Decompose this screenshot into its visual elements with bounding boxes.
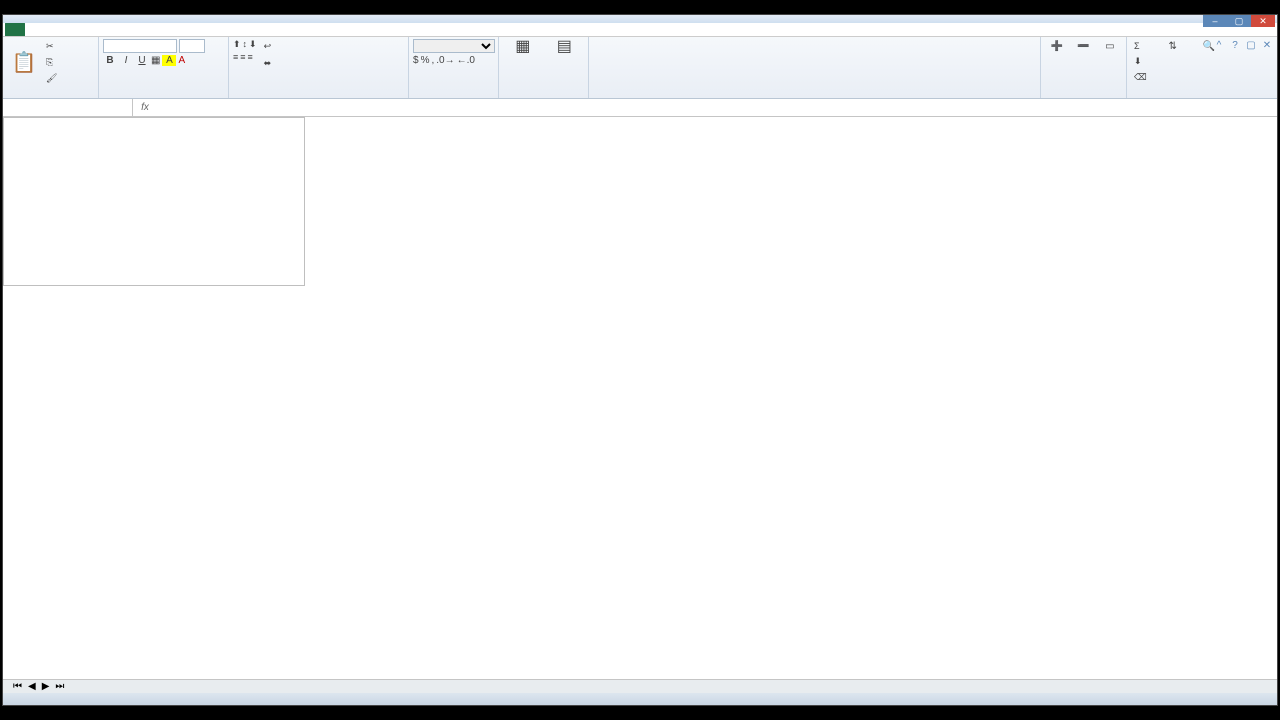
restore-icon[interactable]: ▢ [1245, 39, 1257, 51]
underline-button[interactable]: U [135, 55, 149, 66]
font-name-select[interactable] [103, 39, 177, 53]
name-box[interactable] [3, 99, 133, 116]
sheet-nav-prev[interactable]: ◀ [28, 681, 36, 692]
merge-center-button[interactable]: ⬌ [261, 56, 277, 71]
decrease-decimal-button[interactable]: ←.0 [457, 55, 475, 66]
align-bottom-button[interactable]: ⬇ [249, 39, 257, 50]
title-bar: – ▢ ✕ [3, 15, 1277, 23]
sheet-nav-next[interactable]: ▶ [42, 681, 50, 692]
copy-button[interactable]: ⎘ [43, 55, 62, 70]
minimize-button[interactable]: – [1203, 15, 1227, 27]
conditional-formatting-button[interactable]: ▦ [503, 39, 543, 53]
insert-cells-button[interactable]: ➕ [1045, 39, 1069, 53]
fill-button[interactable]: ⬇ [1131, 54, 1152, 69]
format-cells-button[interactable]: ▭ [1098, 39, 1122, 53]
align-middle-button[interactable]: ↕ [243, 39, 248, 50]
clear-button[interactable]: ⌫ [1131, 70, 1152, 85]
status-bar [3, 693, 1277, 705]
align-right-button[interactable]: ≡ [248, 52, 253, 62]
delete-cells-button[interactable]: ➖ [1071, 39, 1095, 53]
worksheet-grid[interactable] [3, 117, 1277, 679]
currency-button[interactable]: $ [413, 55, 419, 66]
sheet-nav-last[interactable]: ⏭ [55, 681, 64, 692]
paste-icon[interactable]: 📋 [17, 55, 31, 69]
fx-icon[interactable]: fx [133, 102, 157, 113]
close-workbook-icon[interactable]: ✕ [1261, 39, 1273, 51]
border-button[interactable]: ▦ [151, 55, 160, 66]
font-color-button[interactable]: A [178, 55, 185, 66]
close-button[interactable]: ✕ [1251, 15, 1275, 27]
number-format-select[interactable] [413, 39, 495, 53]
sort-filter-button[interactable]: ⇅ [1156, 39, 1190, 85]
fill-color-button[interactable]: A [162, 55, 176, 66]
comma-button[interactable]: , [431, 55, 434, 66]
font-size-select[interactable] [179, 39, 205, 53]
sheet-nav-first[interactable]: ⏮ [13, 681, 22, 692]
chart-plot [4, 130, 304, 280]
minimize-ribbon-icon[interactable]: ^ [1213, 39, 1225, 51]
chart-title [4, 118, 304, 130]
embedded-chart[interactable] [3, 117, 305, 286]
italic-button[interactable]: I [119, 55, 133, 66]
cut-button[interactable]: ✂ [43, 39, 62, 54]
formula-bar: fx [3, 99, 1277, 117]
wrap-text-button[interactable]: ↩ [261, 39, 277, 54]
format-as-table-button[interactable]: ▤ [545, 39, 585, 53]
help-icons: ^ ? ▢ ✕ [1213, 39, 1273, 51]
format-painter-button[interactable]: 🖌 [43, 71, 62, 86]
bold-button[interactable]: B [103, 55, 117, 66]
increase-decimal-button[interactable]: .0→ [436, 55, 454, 66]
align-left-button[interactable]: ≡ [233, 52, 238, 62]
excel-window: – ▢ ✕ ^ ? ▢ ✕ 📋 ✂ ⎘ 🖌 [2, 14, 1278, 706]
align-top-button[interactable]: ⬆ [233, 39, 241, 50]
maximize-button[interactable]: ▢ [1227, 15, 1251, 27]
window-controls: – ▢ ✕ [1203, 15, 1275, 27]
file-tab[interactable] [5, 22, 25, 36]
sheet-tab-bar: ⏮ ◀ ▶ ⏭ [3, 679, 1277, 693]
autosum-button[interactable]: Σ [1131, 39, 1152, 53]
ribbon-tabs: ^ ? ▢ ✕ [3, 23, 1277, 37]
align-center-button[interactable]: ≡ [240, 52, 245, 62]
ribbon: 📋 ✂ ⎘ 🖌 B I U [3, 37, 1277, 99]
percent-button[interactable]: % [421, 55, 430, 66]
help-icon[interactable]: ? [1229, 39, 1241, 51]
